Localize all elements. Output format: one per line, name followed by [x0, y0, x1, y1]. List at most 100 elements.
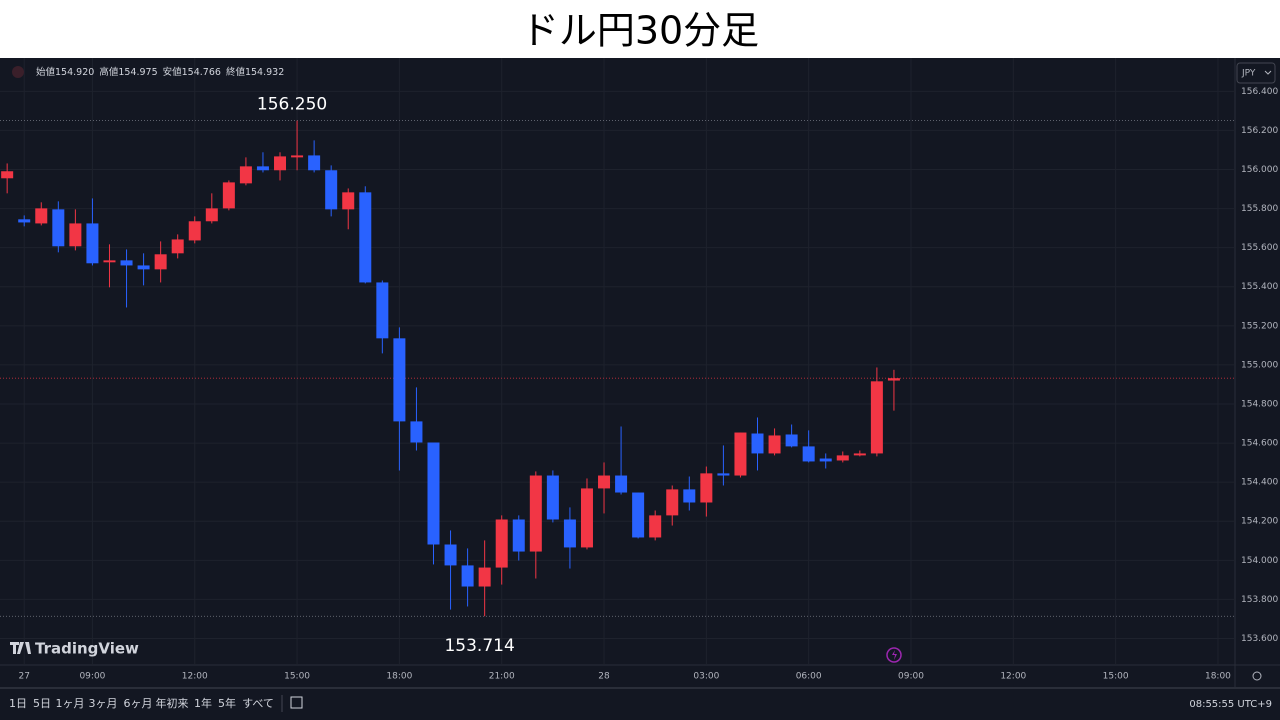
candle-body	[802, 446, 815, 462]
range-button[interactable]: 1日	[9, 697, 27, 710]
legend-value: 154.920	[55, 67, 94, 78]
y-tick-label: 155.600	[1241, 243, 1278, 253]
candle-body	[529, 475, 542, 552]
candle-body	[410, 421, 423, 443]
y-tick-label: 156.400	[1241, 87, 1278, 97]
candle-body	[887, 378, 900, 381]
currency: JPY	[1241, 69, 1256, 79]
range-button[interactable]: 5日	[33, 697, 51, 710]
currency-select[interactable]	[1236, 62, 1276, 84]
candle-body	[751, 433, 764, 454]
chart-background	[0, 58, 1280, 720]
candle-body	[819, 458, 832, 462]
range-button[interactable]: 1ヶ月	[56, 697, 85, 710]
event-icon[interactable]	[886, 647, 902, 663]
range-button[interactable]: すべて	[242, 697, 274, 710]
title-band	[0, 0, 1280, 58]
y-tick-label: 155.200	[1241, 321, 1278, 331]
legend-value: 154.766	[182, 67, 221, 78]
candle-body	[86, 223, 99, 264]
legend-label: 始値	[36, 66, 56, 78]
candle-body	[734, 432, 747, 476]
grid	[0, 58, 1235, 665]
range-button[interactable]: 年初来	[156, 696, 189, 710]
x-tick-label: 09:00	[898, 672, 924, 682]
legend-label: 安値	[163, 66, 183, 78]
candle-body	[154, 254, 167, 270]
candle-body	[222, 182, 235, 209]
candle-body	[18, 219, 31, 223]
candle-body	[666, 489, 679, 516]
x-tick-label: 06:00	[796, 672, 822, 682]
date-range-icon[interactable]	[290, 696, 303, 709]
y-tick-label: 153.800	[1241, 595, 1278, 605]
candle-body	[274, 156, 287, 171]
x-tick-label: 09:00	[79, 672, 105, 682]
ohlc-legend: 始値154.920 高値154.975 安値154.766 終値154.932	[36, 66, 284, 78]
range-buttons: 1日 5日 1ヶ月 3ヶ月 6ヶ月 年初来 1年 5年 すべて	[9, 696, 274, 710]
x-tick-label: 12:00	[1000, 672, 1026, 682]
dropdown-icon	[1264, 70, 1272, 75]
candle-body	[427, 442, 440, 545]
range-button[interactable]: 3ヶ月	[89, 697, 118, 710]
settings-icon[interactable]	[1252, 671, 1262, 681]
y-tick-label: 156.200	[1241, 126, 1278, 136]
candle-body	[308, 155, 321, 171]
range-button[interactable]: 5年	[218, 696, 236, 710]
candles	[1, 120, 900, 617]
y-tick-label: 153.600	[1241, 634, 1278, 644]
y-tick-label: 154.000	[1241, 556, 1278, 566]
candle-body	[683, 489, 696, 503]
candle-body	[256, 166, 269, 171]
extreme-label: 153.714	[444, 636, 514, 656]
y-tick-label: 155.000	[1241, 360, 1278, 370]
x-tick-label: 18:00	[1205, 672, 1231, 682]
candle-body	[188, 221, 201, 241]
candle-body	[52, 209, 65, 247]
candle-body	[870, 381, 883, 454]
candle-body	[69, 223, 82, 247]
y-tick-label: 155.800	[1241, 204, 1278, 214]
y-tick-label: 154.600	[1241, 439, 1278, 449]
candle-body	[171, 239, 184, 254]
candle-body	[120, 260, 133, 266]
extreme-label: 156.250	[257, 95, 327, 115]
x-tick-label: 15:00	[1103, 672, 1129, 682]
legend-label: 終値	[226, 66, 246, 78]
brand: TradingView	[35, 640, 139, 658]
range-button[interactable]: 6ヶ月	[124, 697, 153, 710]
range-button[interactable]: 1年	[194, 696, 212, 710]
x-tick-label: 12:00	[182, 672, 208, 682]
candle-body	[291, 155, 304, 158]
x-tick-label: 27	[18, 672, 29, 682]
candle-body	[35, 208, 48, 224]
candle-body	[393, 338, 406, 422]
y-tick-label: 154.400	[1241, 478, 1278, 488]
clock: 08:55:55 UTC+9	[1189, 699, 1272, 710]
candle-body	[205, 208, 218, 222]
x-tick-label: 21:00	[489, 672, 515, 682]
candle-body	[615, 475, 628, 493]
brand-logo	[10, 642, 31, 654]
y-tick-label: 156.000	[1241, 165, 1278, 175]
candle-body	[632, 492, 645, 538]
legend-value: 154.932	[245, 67, 284, 78]
y-tick-label: 154.200	[1241, 517, 1278, 527]
candle-body	[1, 171, 14, 179]
y-tick-label: 154.800	[1241, 399, 1278, 409]
candle-body	[717, 473, 730, 476]
x-tick-label: 28	[598, 672, 610, 682]
title: ドル円30分足	[521, 9, 759, 53]
candle-body	[137, 265, 150, 270]
candle-body	[785, 434, 798, 447]
candle-body	[700, 473, 713, 503]
candle-body	[239, 166, 252, 184]
candle-body	[478, 567, 491, 587]
candle-body	[461, 565, 474, 587]
candle-body	[649, 515, 662, 538]
candle-body	[836, 455, 849, 461]
symbol-icon[interactable]	[12, 66, 24, 78]
candle-body	[325, 170, 338, 210]
